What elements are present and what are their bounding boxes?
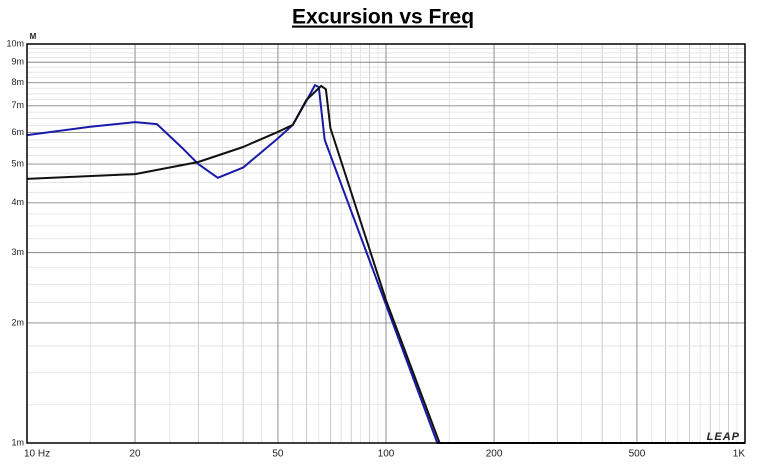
y-tick-label: 2m	[11, 317, 24, 327]
y-tick-label: 5m	[11, 158, 24, 168]
x-tick-label: 500	[629, 449, 646, 460]
x-tick-label: 100	[378, 449, 395, 460]
x-tick-label: 10 Hz	[24, 449, 50, 460]
y-tick-label: 4m	[11, 197, 24, 207]
y-tick-label: 3m	[11, 247, 24, 257]
y-tick-label: 9m	[11, 57, 24, 67]
y-tick-label: 10m	[6, 38, 24, 48]
grid	[26, 43, 746, 444]
x-tick-label: 200	[486, 449, 503, 460]
y-unit: M	[30, 32, 37, 41]
x-tick-label: 1K	[733, 449, 746, 460]
y-tick-label: 6m	[11, 127, 24, 137]
plot-frame	[26, 43, 746, 444]
chart-title: Excursion vs Freq	[292, 6, 474, 29]
x-tick-label: 20	[130, 449, 142, 460]
y-tick-label: 1m	[11, 437, 24, 447]
watermark: LEAP	[707, 431, 740, 443]
y-tick-label: 7m	[11, 100, 24, 110]
y-tick-label: 8m	[11, 77, 24, 87]
x-tick-label: 50	[272, 449, 284, 460]
